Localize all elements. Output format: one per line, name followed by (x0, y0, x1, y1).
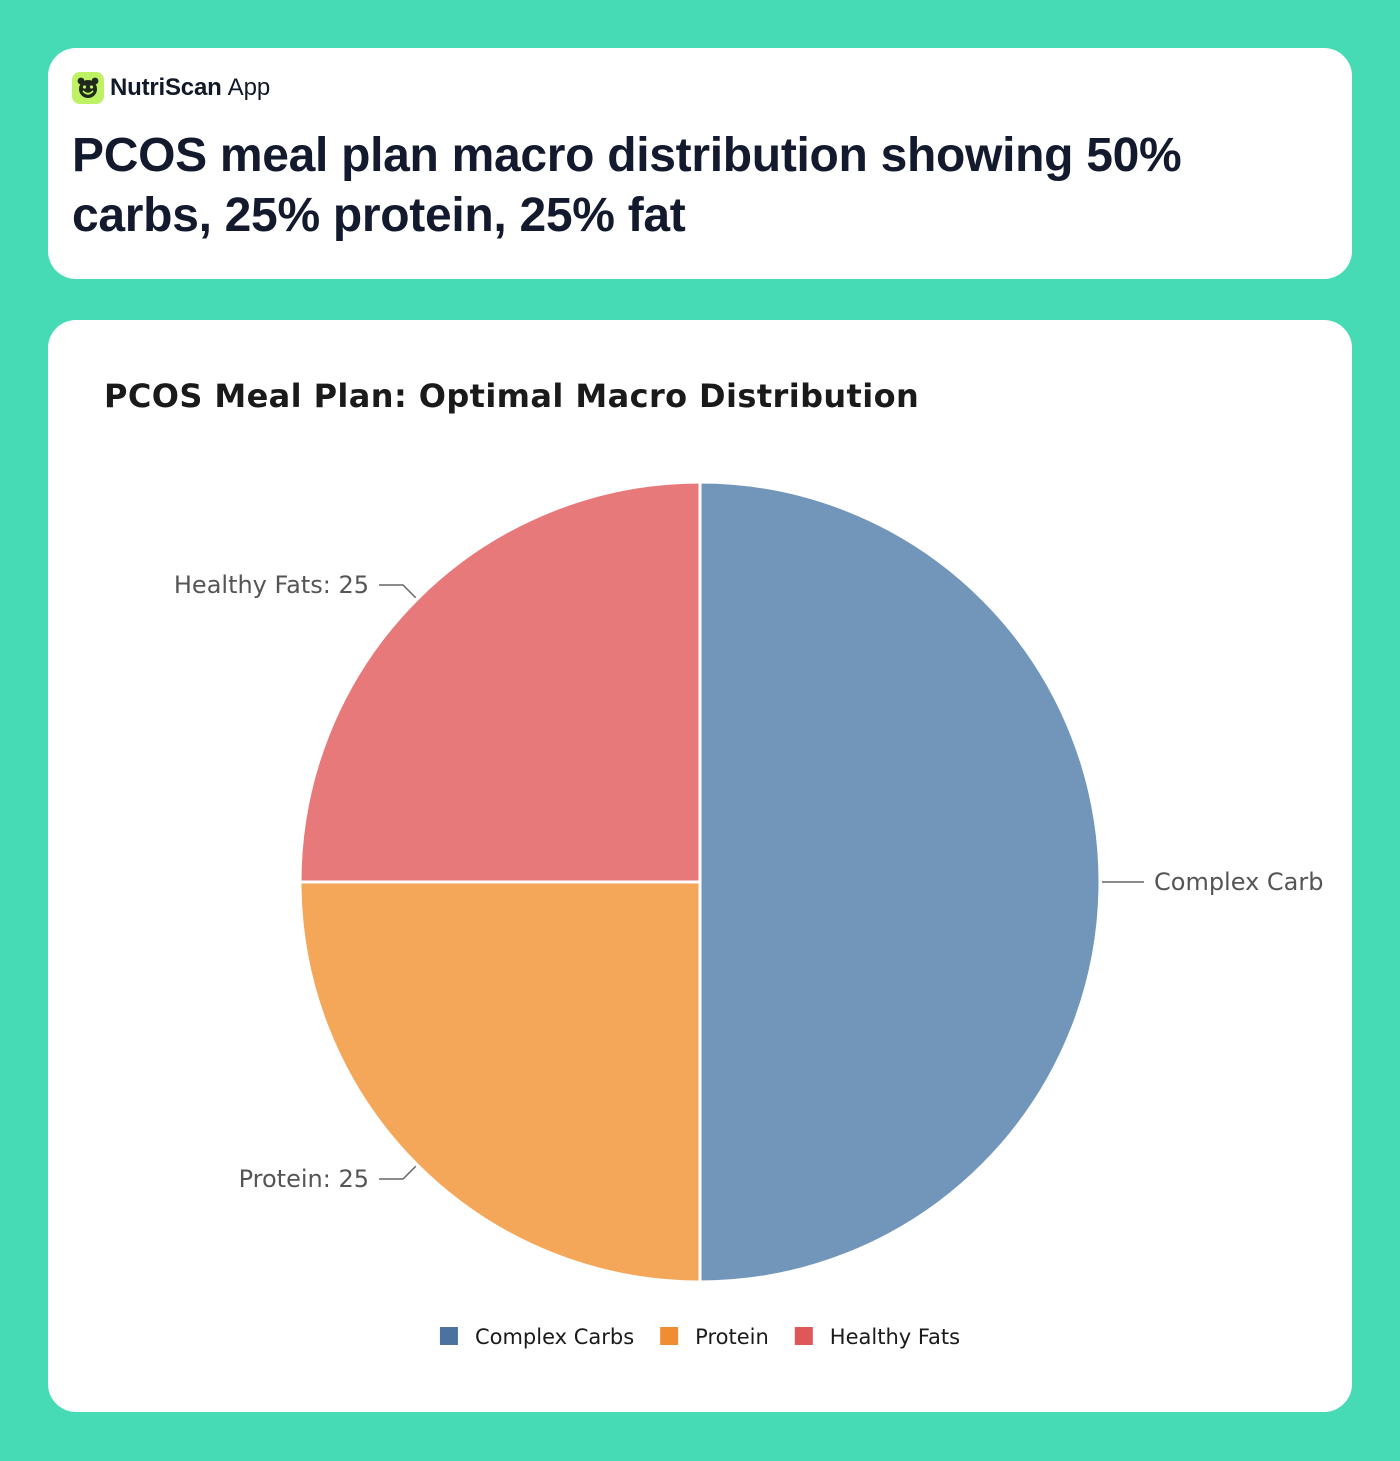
legend-item-healthy-fats: Healthy Fats (794, 1325, 960, 1349)
legend-label-complex-carbs: Complex Carbs (475, 1325, 634, 1349)
pie-callouts: Complex Carb Protein: 25 Healthy Fats: 25 (174, 571, 1324, 1193)
callout-label-protein: Protein: 25 (239, 1165, 369, 1193)
header-card: NutriScan App PCOS meal plan macro distr… (48, 48, 1352, 279)
pie-chart: PCOS Meal Plan: Optimal Macro Distributi… (104, 377, 1324, 1349)
legend-item-complex-carbs: Complex Carbs (439, 1325, 634, 1349)
callout-line-protein (379, 1165, 417, 1180)
chart-legend: Complex Carbs Protein Healthy Fats (439, 1325, 960, 1349)
pie-slice-protein (298, 880, 702, 1284)
pie-slices (298, 480, 1102, 1284)
callout-line-healthy-fats (379, 584, 417, 599)
legend-label-protein: Protein (695, 1325, 769, 1349)
legend-swatch-complex-carbs (439, 1327, 458, 1345)
chart-title: PCOS Meal Plan: Optimal Macro Distributi… (104, 377, 919, 415)
callout-label-healthy-fats: Healthy Fats: 25 (174, 571, 369, 599)
callout-label-complex-carbs: Complex Carb (1154, 868, 1323, 896)
chart-card: PCOS Meal Plan: Optimal Macro Distributi… (48, 320, 1352, 1412)
legend-label-healthy-fats: Healthy Fats (830, 1325, 960, 1349)
pie-slice-complex-carbs (698, 480, 1102, 1284)
page-headline: PCOS meal plan macro distribution showin… (72, 129, 1182, 242)
brand-name: NutriScan (110, 74, 222, 101)
brand-suffix: App (227, 74, 271, 101)
legend-swatch-healthy-fats (794, 1327, 813, 1345)
legend-swatch-protein (660, 1327, 679, 1345)
brand: NutriScan App (72, 72, 270, 104)
smiley-face-icon (72, 72, 104, 104)
pie-slice-healthy-fats (298, 480, 702, 884)
legend-item-protein: Protein (660, 1325, 769, 1349)
